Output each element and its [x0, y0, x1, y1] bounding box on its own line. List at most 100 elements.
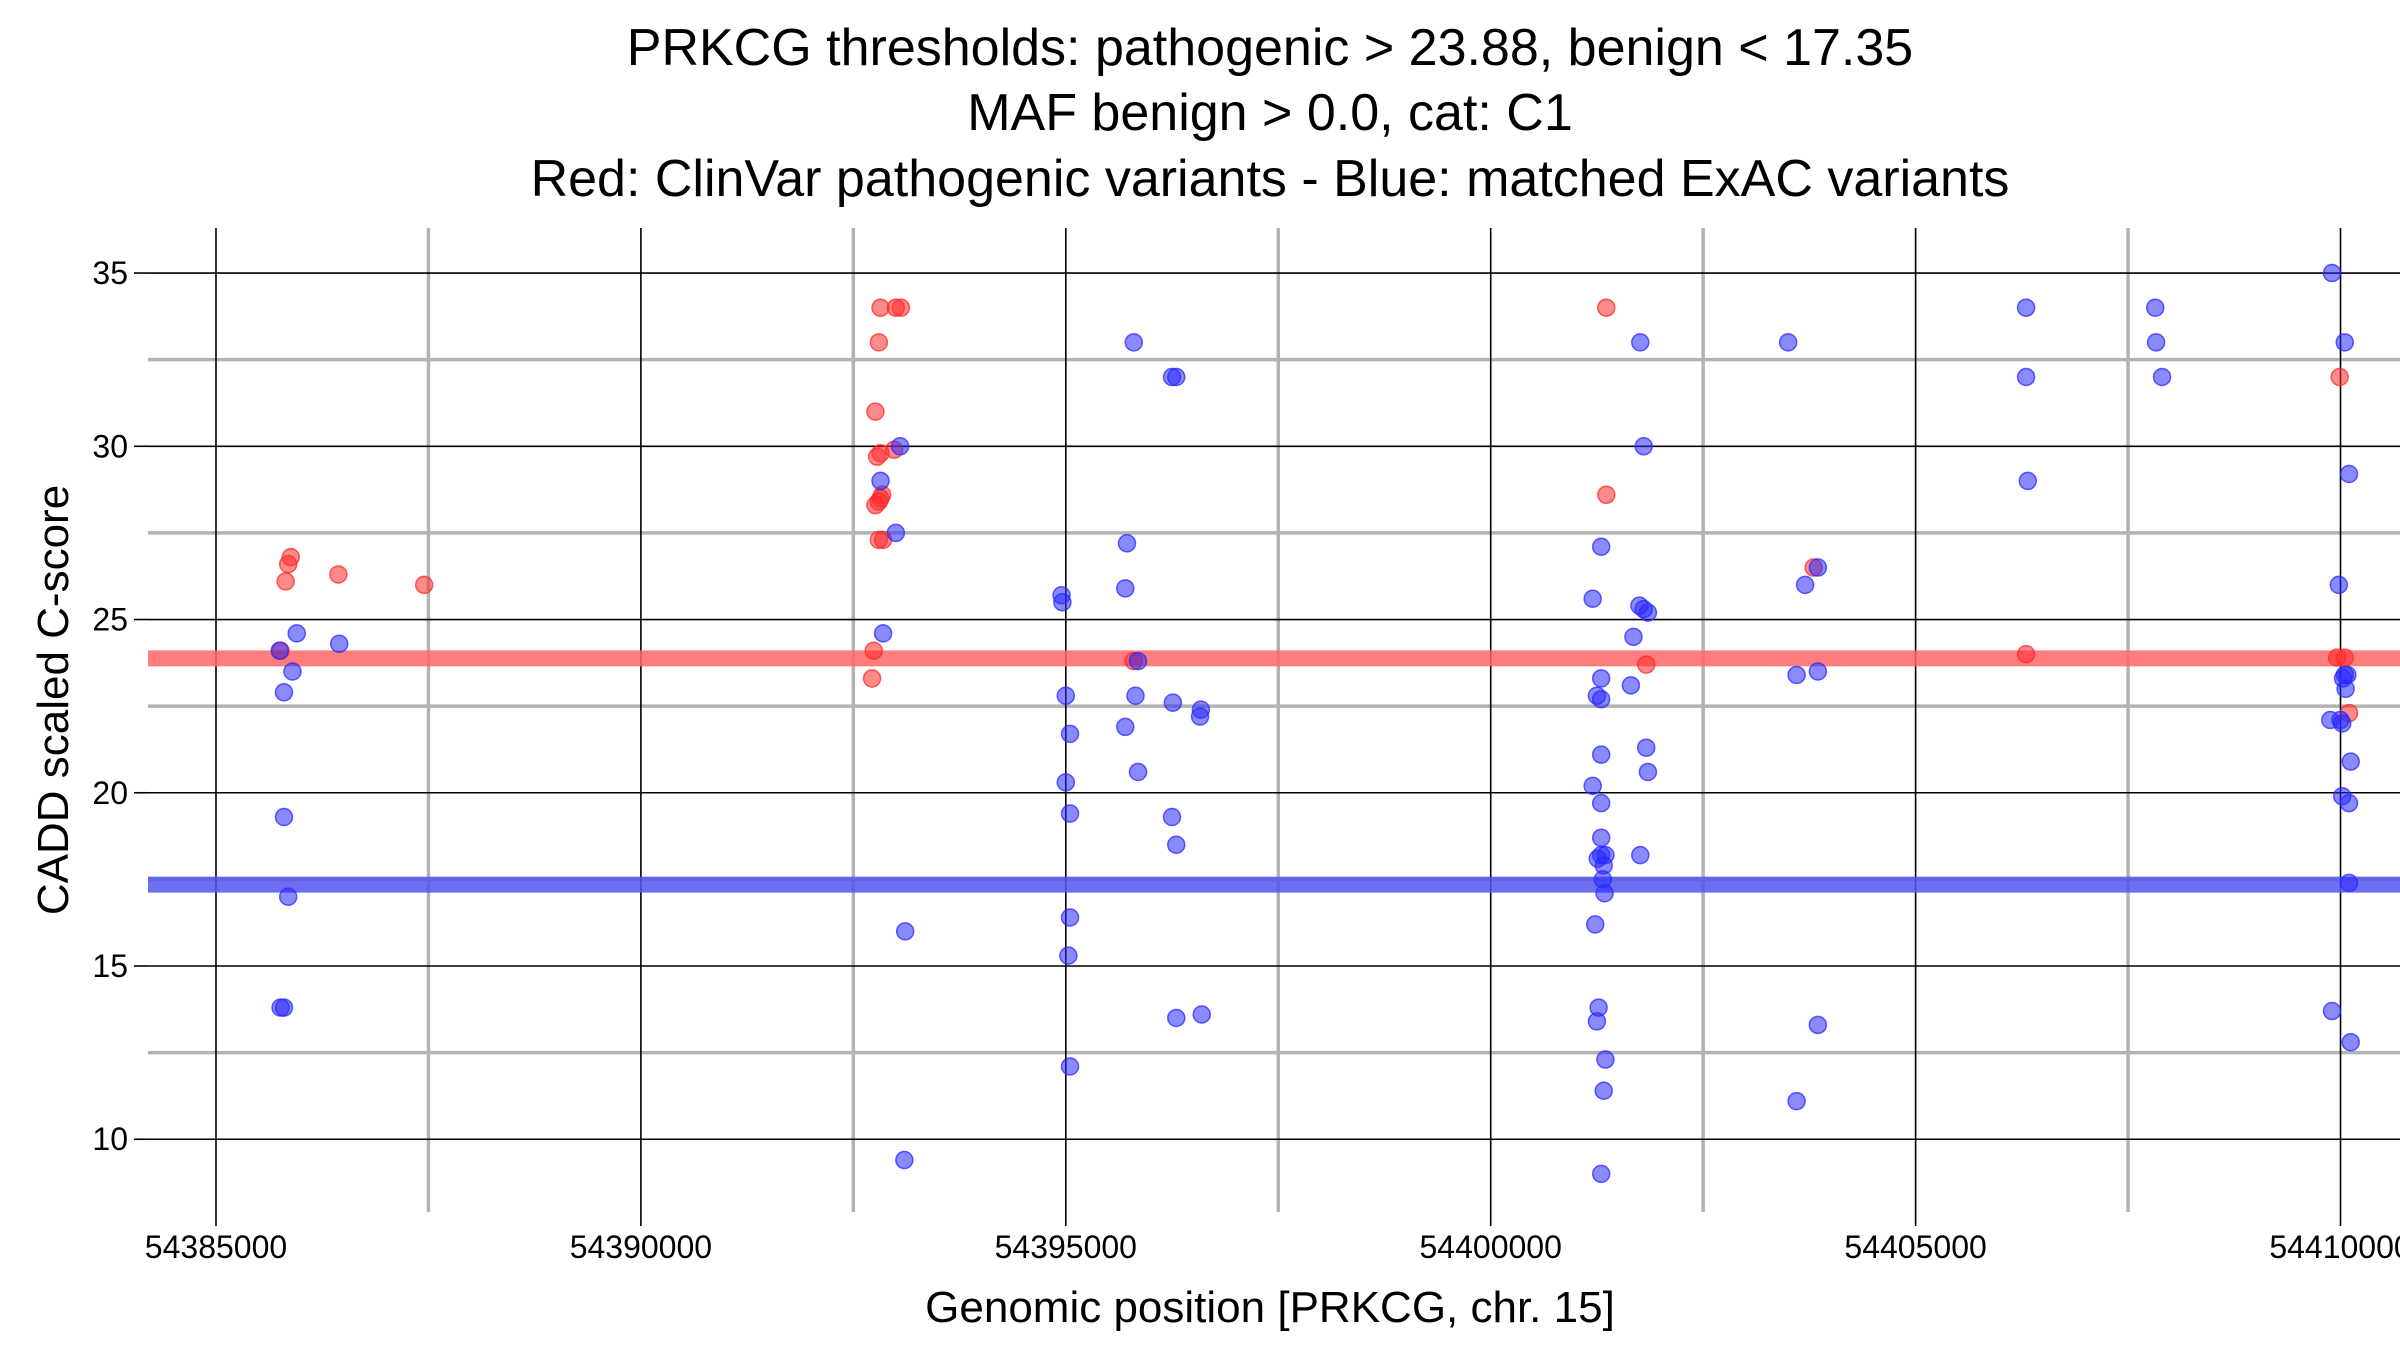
- exac-point-49: [1621, 676, 1641, 695]
- exac-point-48: [1591, 669, 1611, 688]
- chart-title-line-3: Red: ClinVar pathogenic variants - Blue:…: [531, 150, 2010, 208]
- exac-point-30: [1128, 762, 1148, 782]
- exac-point-33: [1162, 807, 1182, 827]
- pathogenic-point-27: [2016, 644, 2036, 664]
- exac-point-79: [2016, 367, 2036, 387]
- exac-point-39: [1060, 1057, 1080, 1076]
- exac-point-75: [1808, 662, 1828, 681]
- grid-lines: [148, 228, 2400, 1212]
- exac-point-21: [1053, 592, 1072, 612]
- pathogenic-point-7: [862, 669, 882, 688]
- exac-point-68: [1596, 1050, 1615, 1069]
- exac-point-0: [270, 641, 289, 660]
- y-tick-label-5: 35: [92, 255, 128, 291]
- pathogenic-point-6: [864, 641, 883, 660]
- exac-point-25: [1163, 693, 1183, 712]
- exac-point-10: [890, 437, 910, 456]
- chart-title-line-1: PRKCG thresholds: pathogenic > 23.88, be…: [627, 19, 1913, 77]
- pathogenic-point-9: [869, 333, 889, 352]
- exac-point-35: [1060, 908, 1080, 927]
- exac-point-24: [1126, 686, 1145, 705]
- exac-point-83: [2152, 367, 2172, 387]
- exac-point-3: [283, 662, 302, 681]
- exac-point-97: [2339, 793, 2359, 813]
- exac-point-22: [1128, 651, 1148, 671]
- exac-point-53: [1591, 745, 1611, 764]
- exac-point-13: [895, 922, 915, 941]
- exac-point-99: [2322, 1001, 2342, 1021]
- exac-point-61: [1631, 845, 1650, 865]
- exac-point-73: [1808, 558, 1828, 577]
- exac-point-100: [2341, 1032, 2360, 1052]
- exac-point-64: [1595, 883, 1614, 903]
- x-tick-label-5: 54410000: [2269, 1229, 2400, 1265]
- exac-point-87: [2329, 575, 2349, 595]
- exac-point-19: [1116, 579, 1135, 598]
- exac-point-90: [2332, 714, 2352, 733]
- exac-point-46: [1638, 603, 1658, 622]
- exac-point-98: [2339, 873, 2359, 893]
- exac-point-28: [1116, 717, 1135, 737]
- exac-point-47: [1624, 627, 1643, 647]
- exac-point-57: [1591, 828, 1611, 848]
- exac-point-84: [2322, 263, 2342, 283]
- y-tick-label-4: 30: [92, 428, 128, 464]
- y-axis-label: CADD scaled C-score: [29, 485, 78, 915]
- exac-point-1: [287, 624, 306, 643]
- exac-point-40: [1631, 333, 1650, 352]
- y-tick-label-1: 15: [92, 948, 128, 984]
- exac-point-37: [1167, 1008, 1186, 1028]
- exac-point-42: [1591, 537, 1611, 557]
- pathogenic-point-12: [891, 298, 911, 317]
- exac-point-78: [2016, 298, 2036, 317]
- exac-point-71: [1778, 333, 1798, 352]
- exac-point-77: [1808, 1015, 1828, 1035]
- data-points: [270, 263, 2360, 1184]
- exac-point-4: [274, 683, 294, 702]
- pathogenic-point-28: [2330, 367, 2349, 387]
- pathogenic-point-23: [1597, 298, 1616, 317]
- exac-point-70: [1591, 1164, 1611, 1184]
- pathogenic-point-8: [866, 402, 885, 421]
- exac-point-18: [1117, 534, 1137, 553]
- y-tick-label-2: 20: [92, 775, 128, 811]
- axis-ticks: 10 15 20 25 30 35 54385000 54390000 54395000 5440…: [92, 255, 2400, 1265]
- pathogenic-point-25: [1636, 655, 1656, 674]
- exac-point-65: [1585, 915, 1605, 934]
- exac-point-43: [1583, 589, 1602, 608]
- exac-point-51: [1591, 689, 1611, 709]
- exac-point-23: [1056, 686, 1076, 705]
- exac-point-85: [2335, 333, 2355, 352]
- exac-point-6: [278, 887, 298, 906]
- x-tick-label-0: 54385000: [145, 1229, 287, 1265]
- y-tick-label-3: 25: [92, 602, 128, 638]
- exac-point-74: [1787, 665, 1806, 685]
- exac-point-54: [1638, 762, 1658, 782]
- exac-point-82: [2146, 333, 2166, 352]
- exac-point-52: [1636, 738, 1656, 757]
- x-tick-label-3: 54400000: [1420, 1229, 1562, 1265]
- pathogenic-point-30: [2335, 648, 2355, 667]
- exac-point-31: [1056, 773, 1076, 792]
- exac-point-29: [1060, 724, 1080, 744]
- exac-point-8: [274, 998, 294, 1017]
- x-tick-label-2: 54395000: [995, 1229, 1137, 1265]
- exac-point-5: [274, 807, 294, 827]
- pathogenic-point-24: [1597, 485, 1616, 505]
- exac-point-69: [1594, 1081, 1613, 1100]
- exac-point-56: [1591, 793, 1611, 813]
- pathogenic-point-4: [329, 565, 348, 584]
- y-tick-label-0: 10: [92, 1121, 128, 1157]
- pathogenic-point-1: [276, 572, 295, 591]
- exac-point-80: [2018, 471, 2038, 491]
- exac-point-86: [2339, 464, 2359, 484]
- exac-point-11: [886, 523, 906, 543]
- exac-point-94: [2336, 679, 2355, 699]
- exac-point-76: [1787, 1091, 1806, 1111]
- exac-point-17: [1167, 367, 1186, 387]
- exac-point-36: [1059, 946, 1078, 965]
- exac-point-32: [1060, 804, 1080, 823]
- exac-point-12: [873, 624, 893, 643]
- pathogenic-point-10: [871, 298, 890, 317]
